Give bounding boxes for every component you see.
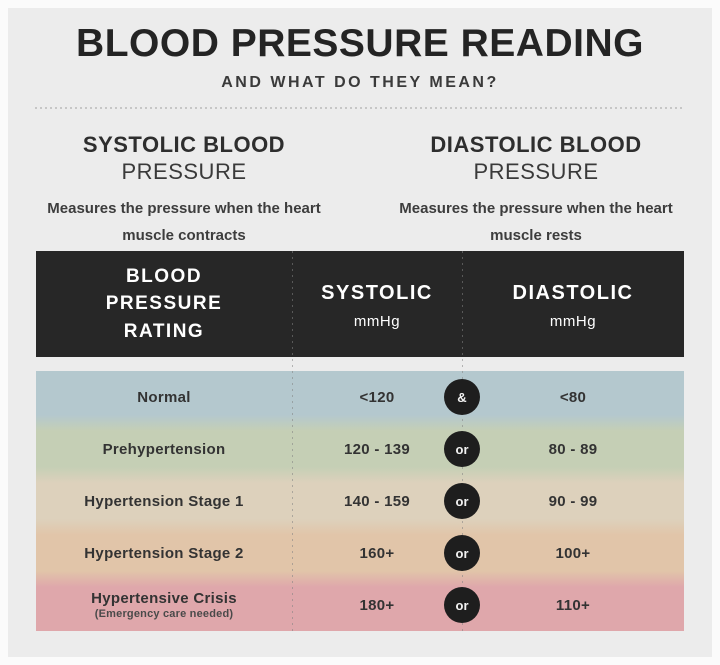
systolic-definition-title: SYSTOLIC BLOOD PRESSURE <box>8 131 360 186</box>
header-rating-label: BLOOD PRESSURE RATING <box>105 265 223 342</box>
diastolic-definition-title: DIASTOLIC BLOOD PRESSURE <box>360 131 712 186</box>
column-divider-1 <box>292 251 293 631</box>
systolic-definition: SYSTOLIC BLOOD PRESSURE Measures the pre… <box>8 131 360 249</box>
definitions-section: SYSTOLIC BLOOD PRESSURE Measures the pre… <box>8 131 712 249</box>
conjunction-badge: or <box>444 431 480 467</box>
diastolic-value: 110+ <box>555 596 591 614</box>
header-cell-rating: BLOOD PRESSURE RATING <box>36 251 292 357</box>
systolic-title-line1: SYSTOLIC BLOOD <box>82 131 286 157</box>
rating-cell: Hypertension Stage 1 <box>84 492 244 510</box>
systolic-title-line2: PRESSURE <box>121 159 247 185</box>
table-body: Normal <120 <80 & Prehypertension 120 - … <box>36 371 684 631</box>
diastolic-value: 80 - 89 <box>548 440 598 458</box>
header-body-gap <box>36 357 684 371</box>
conjunction-badge: or <box>444 587 480 623</box>
systolic-value: 180+ <box>359 596 395 614</box>
header-cell-systolic: SYSTOLIC mmHg <box>292 251 462 357</box>
diastolic-definition: DIASTOLIC BLOOD PRESSURE Measures the pr… <box>360 131 712 249</box>
conjunction-badge: or <box>444 483 480 519</box>
header-diastolic-label: DIASTOLIC <box>512 281 634 304</box>
systolic-value: 120 - 139 <box>343 440 411 458</box>
dotted-divider <box>35 106 685 109</box>
header-cell-diastolic: DIASTOLIC mmHg <box>462 251 684 357</box>
page-title: BLOOD PRESSURE READING <box>76 22 644 65</box>
rating-note: (Emergency care needed) <box>94 608 234 620</box>
infographic-panel: BLOOD PRESSURE READING AND WHAT DO THEY … <box>8 8 712 657</box>
table-row-hypertension-stage-1: Hypertension Stage 1 140 - 159 90 - 99 o… <box>36 475 684 527</box>
conjunction-badge: or <box>444 535 480 571</box>
header-systolic-unit: mmHg <box>353 312 401 330</box>
table-row-hypertensive-crisis: Hypertensive Crisis (Emergency care need… <box>36 579 684 631</box>
diastolic-title-line2: PRESSURE <box>473 159 599 185</box>
systolic-definition-text: Measures the pressure when the heart mus… <box>47 199 321 244</box>
diastolic-value: 100+ <box>555 544 591 562</box>
table-header-row: BLOOD PRESSURE RATING SYSTOLIC mmHg DIAS… <box>36 251 684 357</box>
rating-cell: Prehypertension <box>102 440 226 458</box>
conjunction-badge: & <box>444 379 480 415</box>
rating-cell: Hypertension Stage 2 <box>84 544 244 562</box>
systolic-value: <120 <box>359 388 395 406</box>
rating-label: Hypertensive Crisis <box>91 590 237 607</box>
systolic-value: 140 - 159 <box>343 492 411 510</box>
diastolic-value: <80 <box>559 388 587 406</box>
header-systolic-label: SYSTOLIC <box>321 281 433 304</box>
table-row-normal: Normal <120 <80 & <box>36 371 684 423</box>
diastolic-definition-text: Measures the pressure when the heart mus… <box>399 199 673 244</box>
header-diastolic-unit: mmHg <box>549 312 597 330</box>
blood-pressure-table: BLOOD PRESSURE RATING SYSTOLIC mmHg DIAS… <box>36 251 684 631</box>
systolic-value: 160+ <box>359 544 395 562</box>
table-row-hypertension-stage-2: Hypertension Stage 2 160+ 100+ or <box>36 527 684 579</box>
page-subtitle: AND WHAT DO THEY MEAN? <box>221 73 499 91</box>
diastolic-title-line1: DIASTOLIC BLOOD <box>430 131 642 157</box>
rating-cell: Normal <box>137 388 191 406</box>
diastolic-value: 90 - 99 <box>548 492 598 510</box>
rating-cell: Hypertensive Crisis (Emergency care need… <box>36 579 292 631</box>
table-row-prehypertension: Prehypertension 120 - 139 80 - 89 or <box>36 423 684 475</box>
